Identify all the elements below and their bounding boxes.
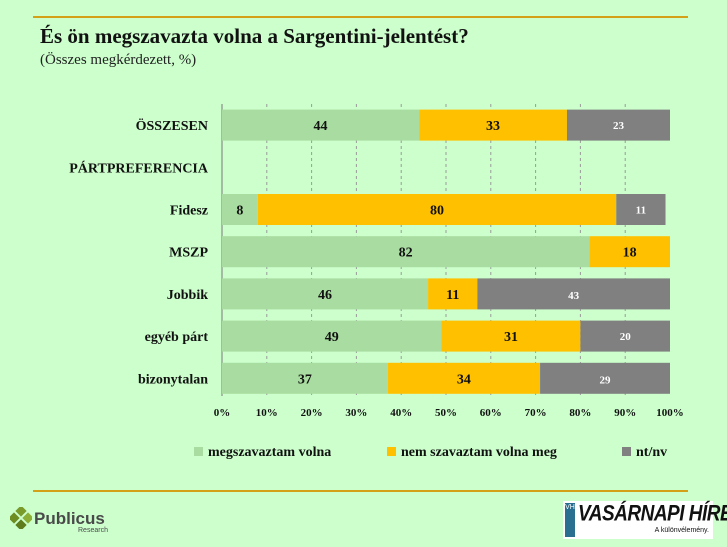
category-label: MSZP	[169, 246, 208, 261]
data-label: 29	[600, 374, 612, 386]
data-label: 34	[457, 372, 471, 387]
bar-segment	[419, 109, 567, 141]
data-label: 23	[613, 120, 625, 132]
data-label: 18	[623, 246, 637, 261]
bar-segment	[566, 109, 670, 141]
bar-segment	[616, 194, 666, 225]
x-tick-label: 100%	[656, 407, 684, 419]
x-tick-label: 10%	[256, 407, 278, 419]
stacked-bar-chart: 0% 10% 20% 30% 40% 50% 60% 70% 80% 90% 100% ÖSSZESE…	[69, 104, 684, 460]
data-label: 20	[620, 331, 632, 343]
publicus-name: Publicus	[34, 509, 105, 528]
legend-label: megszavaztam volna	[208, 445, 331, 460]
data-label: 33	[486, 119, 500, 134]
category-label: ÖSSZESEN	[136, 117, 208, 134]
publicus-sub: Research	[78, 527, 108, 534]
category-label: egyéb párt	[145, 330, 209, 345]
category-label: PÁRTPREFERENCIA	[69, 159, 209, 176]
bar-segment	[257, 194, 617, 225]
data-label: 11	[636, 205, 646, 217]
data-label: 11	[446, 288, 459, 303]
x-tick-label: 60%	[480, 407, 502, 419]
top-rule	[33, 16, 688, 18]
bar-segment	[222, 194, 258, 225]
publicus-diamond-icon	[10, 507, 32, 529]
chart-subtitle: (Összes megkérdezett, %)	[40, 52, 197, 68]
category-label: Fidesz	[170, 204, 208, 219]
data-label: 31	[504, 330, 518, 345]
bar-segment	[222, 362, 388, 394]
bar-segment	[477, 278, 670, 310]
category-label: Jobbik	[167, 288, 208, 303]
bar-segment	[580, 320, 670, 352]
x-tick-label: 50%	[435, 407, 457, 419]
bar-segment	[387, 362, 541, 394]
data-label: 82	[399, 246, 413, 261]
vasarnapi-hirek-logo: VH VASÁRNAPI HÍREK A különvélemény.	[563, 501, 727, 539]
bar-segment	[540, 362, 670, 394]
vh-badge: VH	[565, 503, 575, 537]
x-tick-label: 80%	[569, 407, 591, 419]
x-tick-label: 90%	[614, 407, 636, 419]
bar-segment	[222, 236, 590, 268]
x-tick-label: 70%	[525, 407, 547, 419]
x-tick-label: 20%	[301, 407, 323, 419]
bar-segment	[428, 278, 478, 310]
publicus-logo: Publicus Research	[10, 505, 140, 535]
bar-segment	[441, 320, 581, 352]
data-label: 46	[318, 288, 332, 303]
bar-segment	[222, 320, 442, 352]
legend-swatch	[194, 447, 203, 456]
data-label: 37	[298, 372, 312, 387]
x-tick-label: 0%	[214, 407, 231, 419]
vasarnapi-hirek-name: VASÁRNAPI HÍREK	[578, 502, 727, 527]
bar-segment	[589, 236, 670, 268]
bar-segment	[222, 278, 429, 310]
bar-segment	[222, 109, 420, 141]
legend-swatch	[622, 447, 631, 456]
data-label: 49	[325, 330, 339, 345]
data-label: 8	[236, 204, 243, 219]
legend-label: nt/nv	[636, 445, 667, 460]
x-tick-label: 40%	[390, 407, 412, 419]
vasarnapi-hirek-tagline: A különvélemény.	[654, 527, 709, 534]
data-label: 43	[568, 290, 580, 302]
legend-label: nem szavaztam volna meg	[401, 445, 557, 460]
category-label: bizonytalan	[138, 372, 208, 387]
legend-swatch	[387, 447, 396, 456]
chart-title: És ön megszavazta volna a Sargentini-jel…	[40, 24, 469, 48]
data-label: 80	[430, 204, 444, 219]
data-label: 44	[314, 119, 328, 134]
bottom-rule	[33, 490, 688, 492]
x-tick-label: 30%	[345, 407, 367, 419]
